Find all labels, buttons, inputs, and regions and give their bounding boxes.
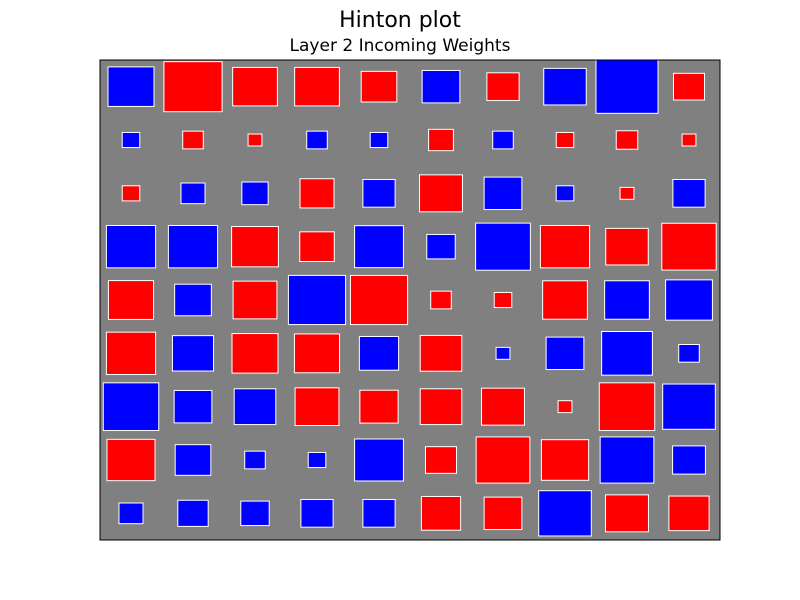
weight-square-r7-c8 xyxy=(599,436,655,484)
chart-subtitle: Layer 2 Incoming Weights xyxy=(289,36,511,56)
weight-square-r7-c5 xyxy=(425,446,457,474)
weight-square-r7-c6 xyxy=(475,436,531,484)
weight-square-r3-c1 xyxy=(167,225,219,269)
weight-square-r1-c3 xyxy=(306,130,328,150)
weight-square-r3-c2 xyxy=(231,226,279,268)
weight-square-r5-c9 xyxy=(678,343,700,363)
weight-square-r2-c5 xyxy=(419,174,463,213)
weight-square-r4-c1 xyxy=(174,283,212,317)
weight-square-r1-c1 xyxy=(182,130,204,150)
weight-square-r5-c4 xyxy=(358,335,400,371)
weight-square-r8-c4 xyxy=(362,498,396,528)
weight-square-r3-c9 xyxy=(661,222,717,271)
weight-square-r8-c2 xyxy=(240,500,270,527)
weight-square-r7-c3 xyxy=(307,451,327,469)
weight-square-r6-c0 xyxy=(102,382,160,432)
weight-square-r5-c2 xyxy=(231,333,279,374)
weight-square-r8-c8 xyxy=(605,494,649,533)
weight-square-r2-c8 xyxy=(619,186,635,200)
weight-square-r0-c4 xyxy=(360,70,398,103)
weight-square-r2-c4 xyxy=(362,178,396,208)
weight-square-r5-c8 xyxy=(601,331,653,376)
weight-square-r6-c6 xyxy=(481,387,525,426)
weight-square-r4-c5 xyxy=(430,290,452,310)
weight-square-r6-c8 xyxy=(598,382,656,432)
weight-square-r7-c9 xyxy=(672,445,706,475)
weight-square-r7-c4 xyxy=(354,438,404,482)
weight-square-r6-c9 xyxy=(662,383,716,430)
weight-square-r8-c7 xyxy=(538,490,592,537)
weight-square-r3-c0 xyxy=(105,225,157,269)
weight-square-r6-c5 xyxy=(419,388,463,426)
weight-square-r6-c3 xyxy=(294,387,340,427)
weight-square-r6-c1 xyxy=(173,389,213,424)
weight-square-r8-c0 xyxy=(118,502,144,525)
weight-square-r5-c6 xyxy=(495,346,511,360)
weight-square-r1-c6 xyxy=(492,130,514,150)
plot-area xyxy=(99,59,721,541)
weight-square-r5-c3 xyxy=(293,333,341,374)
weight-square-r6-c4 xyxy=(359,389,399,424)
weight-square-r3-c7 xyxy=(539,225,591,269)
weight-square-r8-c9 xyxy=(668,495,710,532)
weight-square-r1-c0 xyxy=(121,131,141,149)
weight-square-r1-c7 xyxy=(555,131,575,149)
weight-square-r0-c1 xyxy=(163,61,223,113)
weight-square-r3-c5 xyxy=(426,233,456,260)
weight-square-r2-c7 xyxy=(555,185,575,202)
weight-square-r1-c4 xyxy=(369,131,389,149)
weight-square-r1-c9 xyxy=(681,133,697,147)
weight-square-r4-c0 xyxy=(107,280,155,320)
chart-title: Hinton plot xyxy=(339,8,461,33)
weight-square-r8-c5 xyxy=(420,495,462,531)
weight-square-r1-c2 xyxy=(247,133,263,147)
weight-square-r7-c0 xyxy=(106,438,156,482)
weight-square-r2-c3 xyxy=(299,178,335,209)
weight-square-r2-c0 xyxy=(121,185,141,202)
weight-square-r2-c6 xyxy=(483,176,523,211)
weight-square-r0-c5 xyxy=(421,69,461,104)
weight-square-r0-c7 xyxy=(543,67,587,106)
weight-square-r4-c4 xyxy=(349,274,409,326)
weight-square-r7-c7 xyxy=(540,439,590,481)
weight-square-r0-c0 xyxy=(107,66,155,107)
weight-square-r3-c8 xyxy=(605,227,649,266)
weight-square-r2-c1 xyxy=(180,182,206,205)
weight-square-r8-c6 xyxy=(483,496,523,531)
weight-square-r5-c1 xyxy=(171,335,215,372)
weight-square-r5-c7 xyxy=(545,336,585,371)
weight-square-r3-c3 xyxy=(299,231,335,263)
axes-frame xyxy=(99,59,721,541)
weight-square-r6-c2 xyxy=(233,388,277,426)
weight-square-r1-c5 xyxy=(428,128,454,152)
weight-square-r4-c9 xyxy=(665,279,713,321)
weight-square-r1-c8 xyxy=(615,130,639,150)
weight-square-r3-c6 xyxy=(475,222,531,271)
weight-square-r8-c3 xyxy=(300,498,334,528)
weight-square-r4-c2 xyxy=(232,280,278,320)
weight-square-r0-c8 xyxy=(595,59,659,114)
weight-square-r5-c0 xyxy=(105,331,157,376)
weight-square-r4-c8 xyxy=(604,280,650,320)
weight-square-r7-c2 xyxy=(244,450,266,470)
weight-square-r0-c3 xyxy=(294,66,340,107)
weight-square-r3-c4 xyxy=(354,225,404,269)
weight-square-r0-c2 xyxy=(232,66,278,107)
weight-square-r4-c7 xyxy=(542,280,588,320)
weight-square-r8-c1 xyxy=(177,499,209,527)
weight-square-r0-c9 xyxy=(673,72,705,101)
weight-square-r4-c6 xyxy=(493,291,513,309)
weight-square-r5-c5 xyxy=(419,334,463,372)
weight-square-r2-c2 xyxy=(241,181,269,206)
weight-square-r7-c1 xyxy=(174,444,212,476)
weight-square-r4-c3 xyxy=(287,274,347,326)
weight-square-r6-c7 xyxy=(557,400,573,414)
weight-square-r0-c6 xyxy=(486,72,520,102)
weight-square-r2-c9 xyxy=(672,178,706,208)
